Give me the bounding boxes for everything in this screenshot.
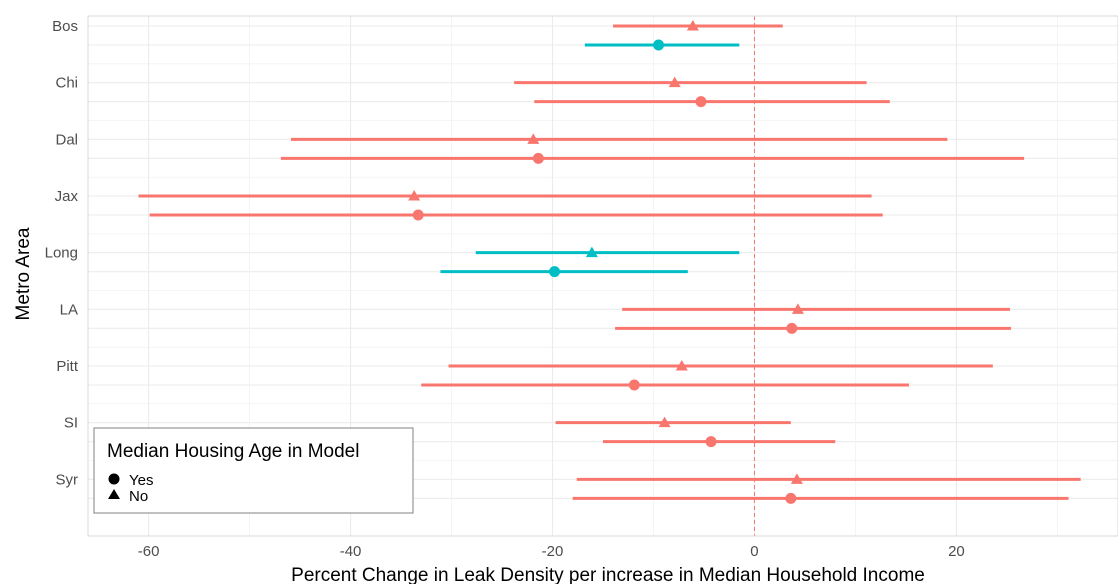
point-chi-no [668, 76, 681, 88]
y-tick-label-pitt: Pitt [56, 358, 79, 375]
y-tick-label-dal: Dal [55, 131, 78, 148]
legend-title: Median Housing Age in Model [107, 441, 359, 462]
error-bars [138, 24, 1081, 500]
point-syr-yes [785, 492, 797, 504]
point-bos-no [686, 20, 699, 31]
legend: Median Housing Age in Model Yes No [93, 427, 414, 514]
y-axis-title: Metro Area [13, 227, 34, 320]
x-tick-label: 0 [750, 543, 758, 560]
point-long-no [585, 246, 598, 258]
x-tick-label: -20 [542, 543, 564, 560]
y-tick-label-chi: Chi [55, 75, 78, 92]
y-tick-label-syr: Syr [56, 471, 79, 488]
legend-label-no: No [129, 488, 148, 505]
y-tick-label-bos: Bos [52, 18, 78, 35]
legend-triangle-key [108, 489, 120, 499]
point-chi-yes [695, 96, 707, 108]
legend-box [93, 427, 414, 514]
point-la-yes [786, 322, 798, 334]
y-tick-labels: Bos Chi Dal Jax Long LA Pitt SI Syr [45, 18, 79, 488]
x-axis-title: Percent Change in Leak Density per incre… [291, 565, 925, 584]
x-tick-label: -40 [340, 543, 362, 560]
point-estimates [408, 20, 804, 504]
point-dal-no [527, 133, 540, 144]
point-dal-yes [532, 152, 544, 164]
point-si-yes [705, 436, 717, 448]
point-syr-no [790, 473, 803, 484]
point-bos-yes [653, 39, 665, 51]
point-si-no [658, 416, 671, 428]
y-tick-label-si: SI [64, 415, 78, 432]
x-tick-label: 20 [948, 543, 965, 560]
point-la-no [791, 303, 804, 314]
point-pitt-no [675, 360, 688, 371]
point-jax-no [408, 190, 421, 201]
y-tick-label-la: LA [60, 301, 78, 318]
panel-border [87, 15, 1118, 537]
y-tick-label-jax: Jax [55, 188, 79, 205]
x-tick-labels: -60 -40 -20 0 20 [138, 543, 965, 560]
point-pitt-yes [628, 379, 640, 391]
point-long-yes [549, 266, 561, 278]
point-jax-yes [412, 209, 424, 221]
x-tick-label: -60 [138, 543, 160, 560]
legend-label-yes: Yes [129, 472, 153, 489]
legend-circle-key [108, 473, 120, 485]
y-tick-label-long: Long [45, 245, 78, 262]
